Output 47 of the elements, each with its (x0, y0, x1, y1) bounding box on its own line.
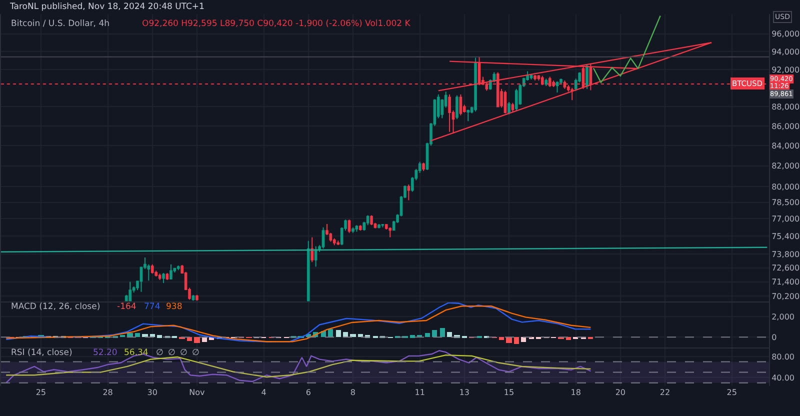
y-tick-label: 70,200 (772, 292, 800, 301)
x-tick-label: 6 (306, 388, 311, 397)
x-tick-label: 25 (726, 388, 737, 397)
y-tick-label: 40.00 (772, 373, 795, 382)
y-tick-label: 71,400 (772, 278, 800, 287)
chart-title: MACD (12, 26, close) (11, 302, 100, 312)
x-tick-label: 28 (102, 388, 113, 397)
text: Bitcoin / U.S. Dollar, 4h (11, 19, 110, 29)
x-tick-label: 8 (350, 388, 356, 397)
y-tick-label: 80,000 (772, 182, 800, 192)
chart-title: TaroNL published, Nov 18, 2024 20:48 UTC+1 (9, 2, 204, 12)
y-tick-label: 88,000 (772, 102, 800, 112)
annotation: O92,260 H92,595 L89,750 C90,420 -1,900 (-2.06%) Vol1.002 K (142, 19, 411, 29)
y-tick-label: 86,000 (772, 122, 800, 131)
y-tick-label: 80.00 (772, 352, 795, 362)
annotation: ∅ (192, 348, 200, 358)
x-tick-label: 18 (570, 388, 581, 397)
y-tick-label: 96,000 (772, 30, 800, 39)
y-tick-label: 2,000 (772, 312, 795, 322)
x-tick-label: 13 (459, 388, 470, 397)
x-tick-label: 25 (36, 388, 46, 397)
x-tick-label: 22 (660, 388, 670, 397)
x-tick-label: 20 (615, 388, 626, 397)
y-tick-label: 77,000 (772, 214, 800, 224)
annotation: 774 (144, 302, 160, 312)
y-tick-label: 75,400 (772, 232, 800, 241)
annotation: ∅ (156, 348, 164, 358)
y-tick-label: 92,000 (772, 65, 800, 74)
annotation: 52.20 (93, 348, 118, 358)
x-tick-label: Nov (189, 388, 206, 397)
annotation: -164 (117, 302, 136, 312)
y-tick-label: 0 (772, 332, 777, 342)
x-tick-label: 11 (414, 388, 425, 397)
y-tick-label: 82,000 (772, 162, 800, 171)
annotation: 56.34 (124, 348, 148, 358)
x-tick-label: 4 (261, 388, 266, 397)
x-tick-label: 15 (504, 388, 514, 397)
x-tick-label: 30 (147, 388, 158, 397)
annotation: ∅ (180, 348, 188, 358)
y-tick-label: 84,000 (772, 141, 800, 150)
y-tick-label: 72,600 (772, 264, 800, 273)
y-tick-label: 73,800 (772, 250, 800, 259)
annotation: 938 (166, 302, 182, 312)
y-tick-label: 78,500 (772, 198, 800, 208)
chart-title: RSI (14, close) (11, 348, 72, 358)
annotation: ∅ (168, 348, 176, 358)
y-tick-label: 94,000 (772, 47, 800, 56)
